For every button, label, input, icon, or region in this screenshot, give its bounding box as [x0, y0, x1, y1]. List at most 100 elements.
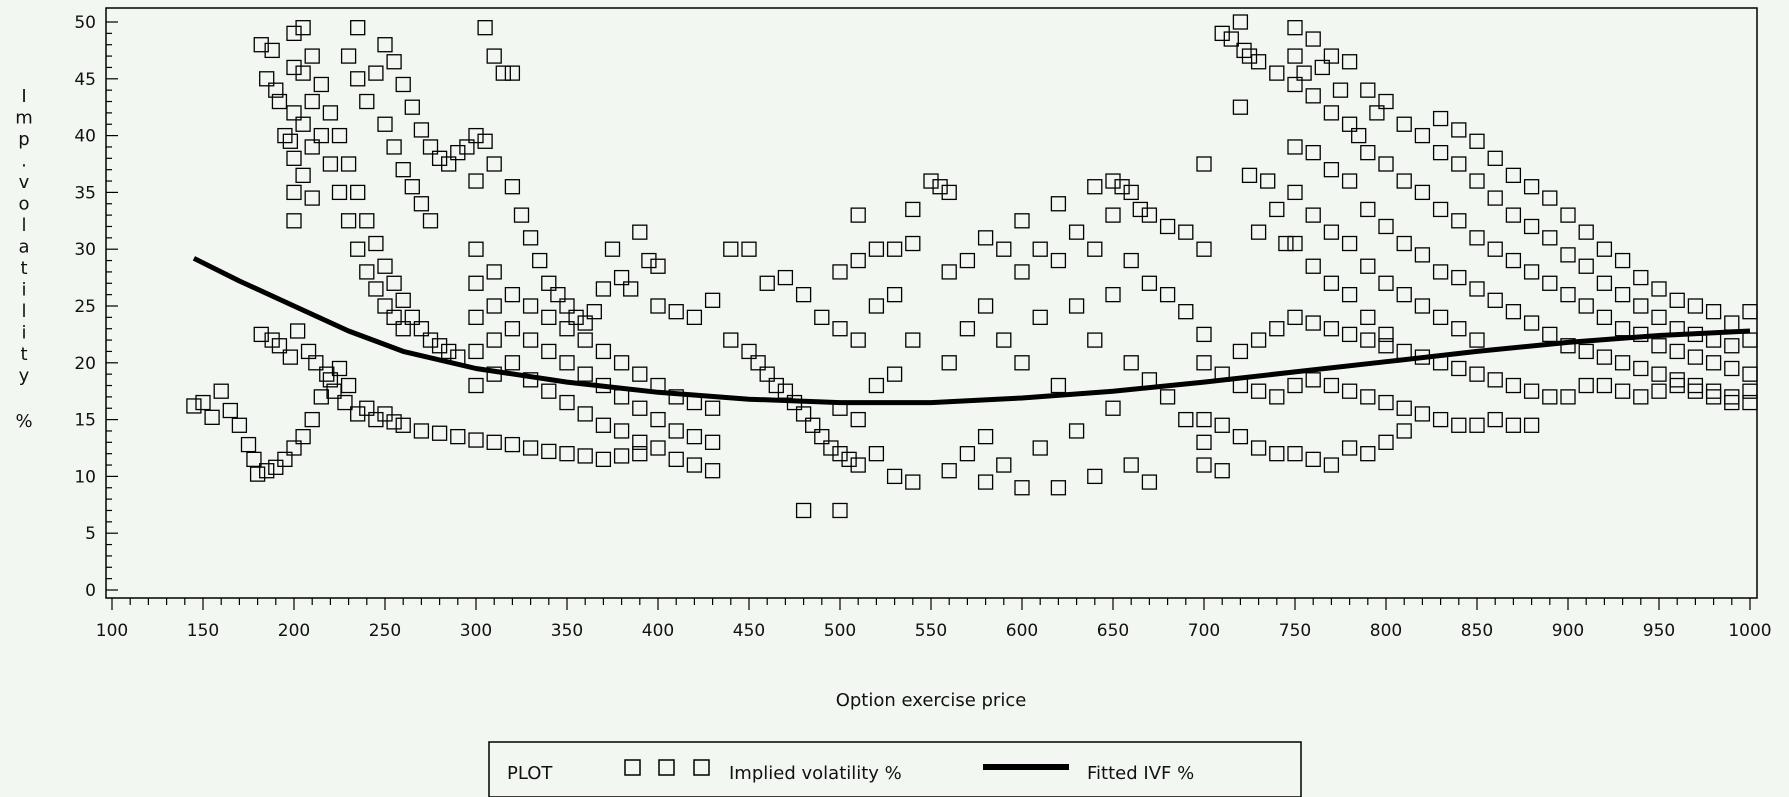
- x-axis: 100 150 200 250 300 350 400 450 500 550 600 650 700 7…: [96, 598, 1772, 641]
- scatter-point: [386, 139, 402, 155]
- y-axis-title-char: v: [19, 172, 30, 193]
- scatter-point: [805, 417, 821, 433]
- scatter-point: [750, 355, 766, 371]
- scatter-point: [1196, 411, 1212, 428]
- scatter-point: [271, 338, 288, 354]
- scatter-point: [1451, 269, 1467, 286]
- scatter-point: [850, 252, 866, 269]
- scatter-point: [905, 201, 921, 218]
- scatter-point: [1560, 207, 1576, 223]
- y-tick-label: 5: [85, 524, 96, 544]
- scatter-point: [1132, 201, 1148, 218]
- scatter-point: [331, 184, 348, 201]
- x-tick-label: 600: [1006, 621, 1038, 641]
- scatter-point: [632, 400, 648, 416]
- scatter-point: [486, 156, 502, 172]
- scatter-point: [286, 25, 302, 42]
- scatter-point: [377, 37, 393, 53]
- scatter-point: [1250, 224, 1267, 240]
- scatter-point: [413, 122, 430, 138]
- scatter-point: [905, 235, 921, 252]
- scatter-point: [650, 411, 666, 428]
- scatter-point: [289, 323, 306, 339]
- scatter-point: [613, 423, 630, 439]
- scatter-point: [259, 71, 275, 87]
- scatter-point: [286, 184, 302, 201]
- scatter-point: [668, 423, 684, 439]
- scatter-point: [795, 286, 812, 303]
- scatter-point: [650, 258, 666, 274]
- scatter-point: [1396, 400, 1412, 416]
- scatter-point: [1287, 20, 1303, 36]
- scatter-point: [1596, 241, 1613, 257]
- scatter-point: [1451, 156, 1467, 172]
- scatter-point: [1523, 179, 1540, 195]
- scatter-point: [295, 65, 311, 81]
- y-axis-title-char: %: [15, 411, 32, 432]
- scatter-point: [459, 139, 475, 155]
- scatter-point: [1323, 321, 1340, 337]
- scatter-point: [759, 366, 775, 382]
- scatter-point: [1432, 144, 1449, 161]
- scatter-point: [1614, 383, 1631, 399]
- scatter-point: [868, 298, 885, 314]
- scatter-point: [246, 451, 262, 468]
- x-tick-label: 650: [1097, 621, 1129, 641]
- scatter-point: [1114, 179, 1130, 195]
- scatter-point: [1724, 360, 1740, 377]
- scatter-point: [1414, 406, 1431, 422]
- scatter-point: [386, 414, 402, 430]
- scatter-point: [1050, 480, 1067, 496]
- scatter-point: [1250, 440, 1267, 456]
- scatter-point: [1469, 366, 1485, 382]
- scatter-point: [795, 406, 812, 422]
- scatter-point: [1614, 252, 1631, 269]
- x-tick-label: 350: [551, 621, 583, 641]
- scatter-point: [404, 309, 420, 326]
- x-tick-label: 200: [278, 621, 310, 641]
- scatter-point: [340, 377, 357, 394]
- scatter-point: [1260, 173, 1276, 189]
- scatter-point: [586, 304, 602, 320]
- scatter-point: [559, 394, 575, 411]
- scatter-point: [795, 502, 812, 519]
- scatter-point: [504, 65, 521, 81]
- scatter-point: [1432, 309, 1449, 326]
- scatter-point: [1159, 218, 1176, 235]
- scatter-point: [1305, 372, 1321, 388]
- scatter-point: [1705, 389, 1722, 405]
- scatter-point: [468, 173, 484, 189]
- scatter-point: [1068, 298, 1085, 314]
- scatter-point: [1232, 428, 1249, 445]
- plot-area: [105, 7, 1758, 599]
- scatter-point: [814, 309, 830, 326]
- scatter-point: [359, 213, 375, 229]
- y-tick-label: 45: [74, 70, 96, 90]
- scatter-point: [923, 173, 939, 189]
- scatter-point: [331, 127, 348, 144]
- scatter-point: [704, 434, 721, 450]
- scatter-point: [1687, 383, 1704, 399]
- scatter-point: [504, 179, 521, 195]
- scatter-point: [1123, 355, 1139, 371]
- y-axis-title-char: m: [15, 108, 33, 129]
- scatter-point: [1341, 54, 1358, 70]
- scatter-point: [1196, 434, 1212, 450]
- scatter-point: [322, 372, 339, 388]
- scatter-point: [413, 423, 430, 439]
- scatter-point: [886, 241, 903, 257]
- scatter-point: [650, 440, 666, 456]
- scatter-point: [450, 144, 466, 161]
- scatter-point: [304, 139, 320, 155]
- scatter-point: [313, 389, 329, 405]
- scatter-point: [1505, 377, 1522, 394]
- scatter-point: [271, 93, 288, 110]
- scatter-point: [468, 127, 484, 144]
- scatter-point: [1050, 196, 1067, 212]
- scatter-point: [1287, 377, 1303, 394]
- scatter-point: [850, 457, 866, 473]
- scatter-point: [504, 355, 521, 371]
- x-tick-label: 950: [1643, 621, 1675, 641]
- scatter-point: [477, 133, 493, 149]
